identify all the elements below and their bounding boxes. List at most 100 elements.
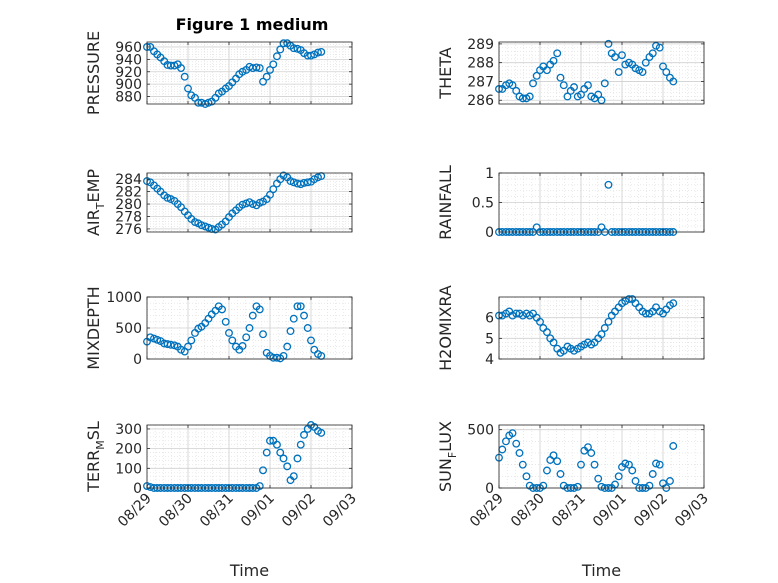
air_temp-point (238, 200, 247, 209)
theta-point (584, 81, 592, 90)
terr_msl-point (279, 454, 288, 463)
mixdepth-point (245, 324, 254, 332)
rainfall-minor-grid (498, 172, 705, 233)
terr_msl-ytick-label: 300 (115, 422, 142, 438)
theta-point (631, 64, 640, 73)
sun_flux-point (590, 460, 599, 469)
theta-point (543, 66, 551, 75)
theta-point (652, 41, 660, 50)
terr_msl-point (262, 448, 271, 457)
mixdepth-point (248, 311, 257, 320)
h2omixra-ytick-label: 4 (485, 352, 494, 368)
mixdepth-point (238, 342, 247, 350)
sun_flux-ytick-label: 0 (485, 481, 494, 497)
theta-point (641, 58, 650, 67)
air_temp-point (279, 171, 288, 180)
pressure-point (238, 67, 247, 76)
pressure-point (180, 72, 189, 81)
sun_flux-xtick-label: 09/01 (590, 491, 630, 531)
pressure-ytick-label: 920 (115, 65, 142, 81)
terr_msl-point (276, 448, 285, 457)
mixdepth-point (242, 333, 251, 342)
terr_msl-series (143, 421, 326, 492)
theta-point (648, 49, 657, 58)
terr_msl-xtick-label: 09/03 (320, 491, 360, 531)
sun_flux-xtick-label: 08/31 (549, 491, 589, 531)
sun_flux-xtick-label: 08/30 (508, 491, 548, 531)
terr_msl-point (296, 440, 305, 449)
h2omixra-point (600, 324, 609, 332)
mixdepth-point (184, 342, 192, 351)
theta-panel: 286 287 288 289 THETA (436, 37, 705, 109)
sun_flux-point (587, 449, 596, 457)
rainfall-point (604, 180, 613, 189)
theta-point (518, 94, 527, 103)
mixdepth-ytick-label: 0 (133, 352, 142, 368)
pressure-ylabel: PRESSURE (84, 31, 103, 115)
pressure-point (317, 47, 326, 56)
pressure-point (184, 84, 192, 93)
sun_flux-point (512, 439, 521, 448)
air_temp-point (310, 175, 319, 184)
pressure-point (177, 64, 185, 72)
theta-point (559, 81, 568, 90)
theta-point (669, 77, 678, 86)
pressure-series (143, 39, 326, 108)
h2omixra-panel: 4 5 6 H2OMIXRA (436, 285, 705, 371)
terr_msl-ytick-label: 100 (115, 461, 142, 477)
theta-point (553, 49, 562, 58)
h2omixra-series (495, 295, 678, 357)
mixdepth-point (177, 345, 185, 354)
air_temp-point (166, 195, 175, 204)
rainfall-ytick-label: 1 (485, 166, 494, 182)
terr_msl-xtick-label: 09/02 (279, 491, 319, 531)
pressure-point (269, 60, 278, 69)
mixdepth-point (221, 317, 230, 326)
theta-point (614, 68, 623, 77)
sun_flux-ylabel: SUNFLUX (436, 421, 459, 492)
theta-point (662, 68, 671, 77)
air_temp-ytick-label: 278 (115, 209, 142, 225)
theta-point (549, 56, 558, 65)
theta-point (597, 96, 606, 105)
sun_flux-point (549, 451, 558, 460)
mixdepth-point (293, 302, 302, 311)
terr_msl-point (273, 440, 281, 449)
sun_flux-point (577, 460, 585, 469)
sun_flux-point (614, 472, 623, 481)
mixdepth-point (187, 336, 196, 345)
h2omixra-point (549, 338, 558, 347)
sun_flux-point (556, 470, 565, 478)
pressure-point (276, 45, 285, 54)
pressure-point (262, 72, 271, 81)
theta-ytick-label: 289 (467, 37, 494, 53)
pressure-point (259, 77, 267, 86)
terr_msl-ytick-label: 0 (133, 481, 142, 497)
sun_flux-point (669, 442, 678, 450)
theta-point (532, 71, 541, 80)
theta-point (577, 90, 585, 99)
mixdepth-point (259, 330, 267, 339)
h2omixra-point (536, 317, 544, 326)
terr_msl-point (293, 454, 302, 463)
air_temp-ytick-label: 282 (115, 185, 142, 201)
sun_flux-point (631, 477, 640, 485)
sun_flux-point (543, 466, 551, 475)
theta-point (512, 86, 521, 95)
theta-axes-box (498, 41, 705, 105)
theta-point (604, 39, 613, 48)
rainfall-ytick-label: 0.5 (472, 196, 494, 212)
terr_msl-xlabel: Time (229, 561, 269, 580)
theta-ytick-label: 288 (467, 56, 494, 72)
sun_flux-point (508, 429, 517, 438)
terr_msl-ylabel: TERRMSL (84, 421, 107, 493)
h2omixra-point (604, 317, 613, 326)
mixdepth-point (307, 336, 315, 345)
sun_flux-axes-box (498, 424, 705, 489)
mixdepth-point (225, 329, 233, 337)
mixdepth-ytick-label: 1000 (106, 290, 142, 306)
sun_flux-point (522, 472, 531, 481)
sun_flux-xtick-label: 09/03 (672, 491, 712, 531)
